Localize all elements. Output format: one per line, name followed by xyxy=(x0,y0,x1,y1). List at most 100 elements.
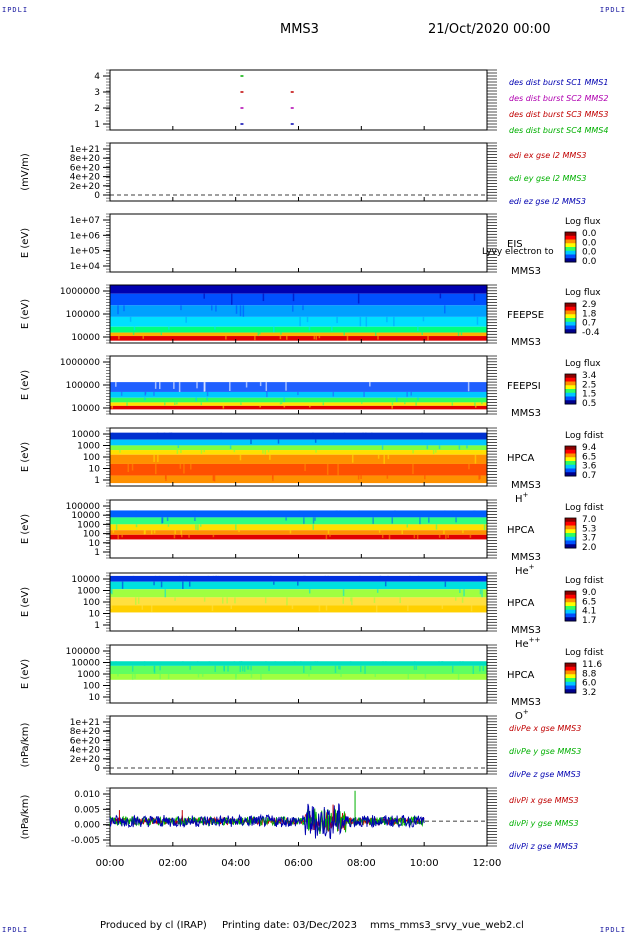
cbar-tick-hpca_h: 0.7 xyxy=(582,471,596,481)
texture-column xyxy=(145,285,147,292)
ytick-label-edi: 4e+20 xyxy=(70,173,101,183)
texture-column xyxy=(371,432,373,439)
sc-label-hpca_hepp: MMS3 xyxy=(511,625,541,636)
texture-column xyxy=(419,517,421,525)
texture-column xyxy=(457,332,460,336)
texture-column xyxy=(438,445,441,450)
ytick-label-hpca_he: 100 xyxy=(83,530,100,540)
texture-column xyxy=(115,382,117,387)
cbar-swatch xyxy=(565,472,576,477)
corner-label-top-left: IPDLI xyxy=(2,6,29,14)
texture-column xyxy=(274,661,277,664)
texture-column xyxy=(183,463,185,474)
texture-column xyxy=(240,402,242,405)
texture-column xyxy=(283,405,286,408)
texture-column xyxy=(386,316,388,323)
ytick-label-eis: 1e+07 xyxy=(70,216,100,226)
cbar-swatch xyxy=(565,674,576,679)
texture-column xyxy=(466,445,468,449)
texture-column xyxy=(439,293,442,299)
texture-column xyxy=(340,674,342,677)
texture-column xyxy=(270,575,272,582)
texture-column xyxy=(369,382,371,387)
texture-column xyxy=(265,285,267,290)
texture-column xyxy=(482,665,485,672)
texture-column xyxy=(179,463,182,469)
texture-column xyxy=(166,517,169,522)
texture-column xyxy=(211,305,213,311)
texture-column xyxy=(164,475,167,479)
texture-column xyxy=(268,665,270,672)
texture-column xyxy=(177,445,180,449)
texture-column xyxy=(382,661,384,665)
texture-column xyxy=(304,463,306,472)
texture-column xyxy=(444,305,446,314)
cbar-swatch xyxy=(565,536,576,541)
corner-label-bottom-left: IPDLI xyxy=(2,926,29,934)
texture-column xyxy=(444,581,447,587)
texture-column xyxy=(280,402,283,404)
legend-divpi-0: divPi x gse MMS3 xyxy=(509,796,579,805)
texture-column xyxy=(386,475,389,479)
texture-column xyxy=(176,402,178,405)
cbar-swatch xyxy=(565,449,576,454)
texture-column xyxy=(339,510,341,517)
texture-column xyxy=(254,336,256,341)
texture-column xyxy=(239,665,242,672)
texture-column xyxy=(174,402,176,405)
cbar-swatch xyxy=(565,457,576,462)
cbar-frame-hpca_o xyxy=(564,662,577,694)
texture-column xyxy=(339,665,341,670)
texture-column xyxy=(463,589,465,597)
texture-column xyxy=(452,510,454,515)
texture-column xyxy=(415,665,418,670)
ytick-label-hpca_he: 1 xyxy=(94,548,100,558)
texture-column xyxy=(277,439,280,444)
cbar-swatch xyxy=(565,613,576,618)
texture-column xyxy=(247,665,250,670)
texture-column xyxy=(365,316,368,327)
texture-column xyxy=(122,285,124,293)
texture-column xyxy=(426,445,429,450)
minor-ticks-hpca_o xyxy=(106,644,497,704)
cbar-tick-feepse: 1.8 xyxy=(582,309,597,319)
texture-column xyxy=(332,391,335,397)
minor-ticks-hpca_he xyxy=(106,499,497,559)
plot-title: MMS3 xyxy=(280,22,319,37)
texture-column xyxy=(111,589,113,595)
cbar-swatch xyxy=(565,533,576,538)
texture-column xyxy=(131,674,134,680)
ytick-label-hpca_he: 10000 xyxy=(71,511,100,521)
texture-column xyxy=(445,534,447,539)
texture-column xyxy=(323,285,326,291)
texture-column xyxy=(250,439,252,445)
ylabel-hpca_h: E (eV) xyxy=(20,442,31,472)
texture-column xyxy=(304,575,306,579)
ytick-label-hpca_h: 1000 xyxy=(77,442,100,452)
texture-column xyxy=(230,293,233,305)
texture-column xyxy=(474,402,476,406)
texture-column xyxy=(383,454,385,464)
divpi-trace-2 xyxy=(109,803,425,840)
texture-column xyxy=(153,454,155,462)
legend-divpi-2: divPi z gse MMS3 xyxy=(509,842,578,851)
texture-column xyxy=(164,402,166,406)
texture-column xyxy=(227,665,229,672)
texture-column xyxy=(308,589,311,594)
cbar-swatch xyxy=(565,243,576,248)
texture-column xyxy=(241,510,243,515)
texture-column xyxy=(474,510,476,515)
cbar-title-hpca_o: Log fdist xyxy=(565,648,604,658)
texture-column xyxy=(159,674,161,680)
texture-column xyxy=(112,530,115,533)
texture-column xyxy=(435,524,438,530)
spectrogram-band-feepse-2 xyxy=(110,305,487,317)
texture-column xyxy=(282,285,285,292)
texture-column xyxy=(457,674,460,680)
texture-column xyxy=(413,665,416,670)
texture-column xyxy=(142,336,144,339)
cbar-tick-hpca_o: 11.6 xyxy=(582,660,602,670)
ytick-label-hpca_he: 100000 xyxy=(66,502,101,512)
texture-column xyxy=(273,581,275,585)
texture-column xyxy=(262,293,265,302)
